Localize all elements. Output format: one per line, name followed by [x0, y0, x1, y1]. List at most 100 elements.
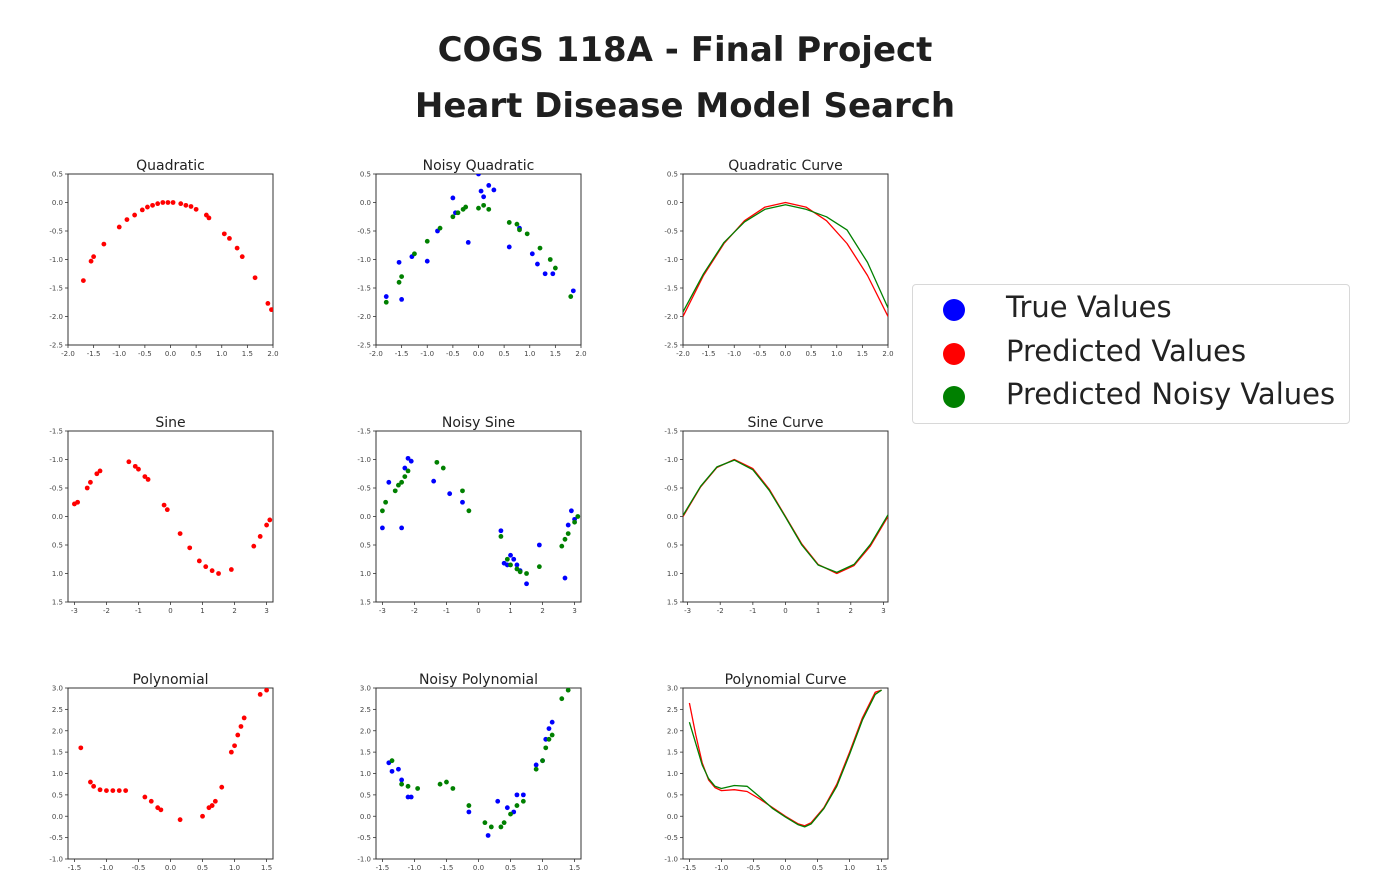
y-tick-label: 0.5	[52, 791, 63, 799]
y-tick-label: 2.0	[52, 727, 63, 735]
data-point	[88, 779, 93, 785]
data-point	[536, 564, 542, 570]
data-point	[239, 254, 245, 260]
data-point	[517, 569, 523, 575]
data-point	[396, 766, 401, 772]
data-point	[178, 201, 184, 207]
data-point	[565, 522, 571, 528]
data-point	[177, 531, 183, 536]
data-point	[402, 474, 408, 479]
data-point	[161, 502, 167, 508]
x-tick-label: -3	[71, 607, 78, 615]
y-tick-label: 0.5	[360, 171, 371, 179]
page-title: COGS 118A - Final Project Heart Disease …	[0, 22, 1370, 134]
x-tick-label: -1	[443, 607, 450, 615]
y-tick-label: -0.5	[664, 228, 678, 236]
plot-area	[380, 455, 581, 587]
subplot-5: Sine Curve -3 -2 -1 0 1 2 3 -1.5 -1.0 -0.5 0.0 0.5 1.…	[664, 415, 889, 615]
data-point	[491, 187, 497, 193]
data-point	[501, 820, 507, 826]
data-point	[535, 261, 540, 267]
plot-area	[683, 201, 888, 317]
y-tick-label: 1.0	[667, 770, 678, 778]
data-point	[552, 265, 558, 271]
y-tick-label: -2.0	[357, 313, 371, 321]
data-point	[565, 688, 571, 693]
legend-label-predicted: Predicted Values	[1006, 334, 1247, 368]
x-tick-label: 2.0	[575, 350, 586, 358]
plot-grid: Quadratic -2.0 -1.5 -1.0 -0.5 0.0 0.5 1.0 1.5 2.0…	[49, 158, 893, 872]
data-point	[116, 224, 122, 230]
y-tick-label: 2.0	[360, 727, 371, 735]
x-tick-label: -2.0	[369, 350, 383, 358]
data-point	[540, 758, 545, 764]
data-point	[495, 798, 501, 804]
data-point	[80, 278, 86, 283]
data-point	[110, 788, 116, 793]
subplot-title: Sine	[155, 415, 185, 431]
data-point	[155, 201, 161, 207]
x-tick-label: 3	[264, 607, 268, 615]
x-tick-label: -1.0	[112, 350, 126, 358]
data-point	[542, 271, 548, 277]
data-point	[565, 531, 571, 536]
x-tick-label: 1.0	[537, 864, 548, 872]
x-tick-label: -0.5	[446, 350, 460, 358]
data-point	[476, 174, 481, 177]
data-point	[466, 809, 472, 815]
x-tick-label: -3	[379, 607, 386, 615]
x-tick-label: -0.5	[747, 864, 761, 872]
data-point	[228, 749, 234, 755]
y-tick-label: 2.0	[667, 727, 678, 735]
x-tick-label: 1.5	[857, 350, 868, 358]
data-point	[450, 214, 456, 220]
x-tick-label: 1.0	[831, 350, 842, 358]
x-tick-label: 0.0	[473, 350, 484, 358]
series-line	[688, 689, 882, 828]
data-point	[440, 465, 446, 471]
y-tick-label: 1.0	[360, 770, 371, 778]
y-tick-label: 0.5	[667, 171, 678, 179]
data-point	[415, 786, 421, 791]
x-tick-label: 1.0	[216, 350, 227, 358]
x-tick-label: -1.0	[100, 864, 114, 872]
data-point	[209, 803, 215, 808]
data-point	[514, 792, 520, 798]
subplot-title: Sine Curve	[747, 415, 823, 431]
legend-marker-true	[943, 299, 965, 321]
x-tick-label: 0.5	[191, 350, 202, 358]
data-point	[444, 779, 449, 785]
data-point	[241, 715, 247, 721]
y-tick-label: 0.5	[52, 171, 63, 179]
y-tick-label: -1.5	[49, 285, 63, 293]
data-point	[150, 202, 155, 208]
data-point	[392, 488, 398, 494]
x-tick-label: 0.0	[165, 864, 176, 872]
data-point	[408, 794, 414, 800]
y-tick-label: 1.5	[52, 599, 63, 607]
y-tick-label: -2.5	[357, 342, 371, 350]
subplot-7: Noisy Polynomial -1.5 -1.0 -1.5 0.0 0.5 1.0 1.5…	[357, 672, 582, 872]
data-point	[514, 221, 520, 227]
axes-frame	[682, 687, 889, 860]
y-tick-label: -1.0	[357, 856, 371, 864]
x-tick-label: -3	[684, 607, 691, 615]
data-point	[183, 202, 189, 208]
data-point	[91, 254, 97, 260]
data-point	[123, 788, 129, 793]
y-tick-label: -1.5	[664, 285, 678, 293]
data-point	[524, 581, 529, 587]
data-point	[450, 786, 456, 791]
y-tick-label: -1.0	[664, 256, 678, 264]
data-point	[142, 474, 148, 479]
x-tick-label: 2.0	[882, 350, 893, 358]
x-tick-label: -0.5	[132, 864, 146, 872]
x-tick-label: -2	[103, 607, 110, 615]
data-point	[412, 251, 417, 257]
data-point	[257, 534, 263, 539]
y-tick-label: -1.0	[357, 456, 371, 464]
data-point	[498, 534, 504, 539]
data-point	[482, 820, 488, 826]
data-point	[506, 220, 512, 225]
y-tick-label: -1.5	[49, 428, 63, 436]
